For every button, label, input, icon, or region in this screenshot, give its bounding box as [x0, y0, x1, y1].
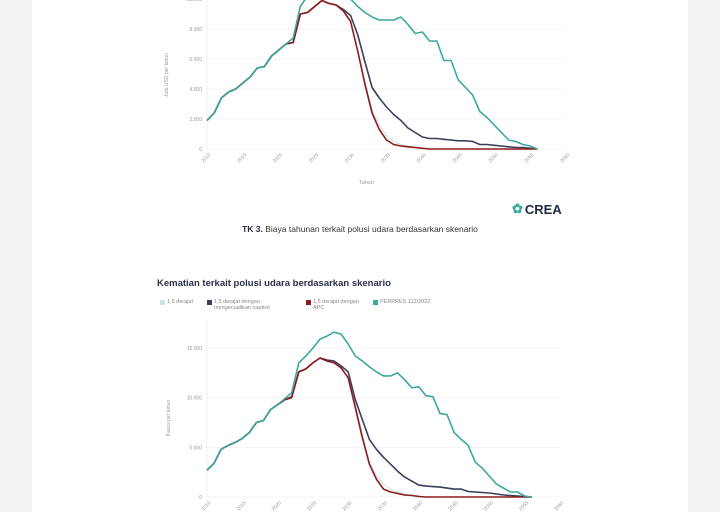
legend-item-apc[interactable]: 1,5 derajat dengan APC [306, 299, 359, 311]
x-tick-label: 2015 [236, 500, 248, 512]
legend-swatch [207, 300, 212, 305]
y-tick-label: 10.000 [187, 396, 203, 402]
series-line-apc [206, 357, 532, 498]
series-line-captive [206, 357, 532, 498]
y-tick-label: 15.000 [187, 346, 203, 352]
legend-swatch [160, 300, 165, 305]
series-line-perpres [206, 0, 538, 150]
x-tick-label: 2035 [377, 500, 389, 512]
y-tick-label: 0 [199, 495, 202, 501]
legend-swatch [306, 300, 311, 305]
y-tick-label: 2.000 [189, 117, 202, 123]
y-tick-label: 6.000 [189, 57, 202, 63]
leaf-icon: ✿ [512, 201, 523, 216]
y-tick-label: 5.000 [189, 445, 202, 451]
x-tick-label: 2010 [200, 500, 212, 512]
series-line-1-5 [206, 357, 532, 498]
figure-caption: TK 3. Biaya tahunan terkait polusi udara… [242, 224, 478, 234]
x-tick-label: 2040 [412, 500, 424, 512]
x-tick-label: 2050 [483, 500, 495, 512]
x-axis-label: Tahun [359, 180, 374, 186]
y-axis-label: Juta USD per tahun [164, 53, 170, 97]
y-tick-label: 8.000 [189, 27, 202, 33]
x-tick-label: 2060 [553, 500, 565, 512]
y-tick-label: 10.000 [187, 0, 203, 3]
y-axis-label: Kasus per tahun [166, 400, 172, 437]
y-tick-label: 0 [199, 147, 202, 153]
x-tick-label: 2020 [271, 500, 283, 512]
chart-title: Kematian terkait polusi udara berdasarka… [157, 278, 391, 289]
legend-item-perpres[interactable]: PERPRES 112/2022 [373, 299, 430, 305]
x-tick-label: 2045 [447, 500, 459, 512]
series-line-perpres [206, 331, 532, 498]
crea-logo: ✿ CREA [512, 201, 562, 217]
legend-swatch [373, 300, 378, 305]
legend-item-1-5[interactable]: 1,5 derajat [160, 299, 193, 305]
x-tick-label: 2030 [341, 500, 353, 512]
y-tick-label: 4.000 [189, 87, 202, 93]
x-tick-label: 2055 [518, 500, 530, 512]
legend-item-captive[interactable]: 1,5 derajat dengan mengecualikan captive [207, 299, 270, 311]
x-tick-label: 2025 [306, 500, 318, 512]
